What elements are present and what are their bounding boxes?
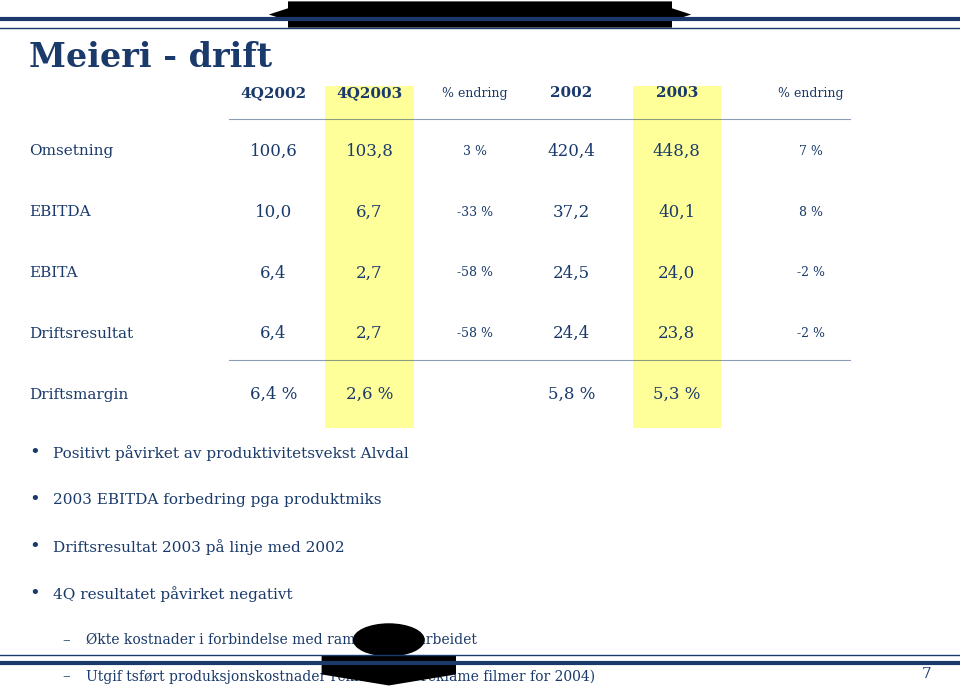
Text: 23,8: 23,8 <box>659 325 695 342</box>
Text: 6,4 %: 6,4 % <box>250 386 298 403</box>
Text: Driftsmargin: Driftsmargin <box>29 388 128 401</box>
Text: •: • <box>29 444 39 462</box>
Text: Meieri - drift: Meieri - drift <box>29 41 272 75</box>
Text: 40,1: 40,1 <box>659 204 695 220</box>
Text: EBITDA: EBITDA <box>29 205 90 219</box>
Polygon shape <box>269 1 691 28</box>
Text: –: – <box>62 634 70 647</box>
Text: 10,0: 10,0 <box>255 204 292 220</box>
Text: -2 %: -2 % <box>797 267 826 279</box>
Text: 37,2: 37,2 <box>553 204 589 220</box>
Text: 5,8 %: 5,8 % <box>547 386 595 403</box>
Text: •: • <box>29 585 39 603</box>
Text: 4Q2003: 4Q2003 <box>336 86 403 100</box>
Text: 24,0: 24,0 <box>659 265 695 281</box>
Text: 2002: 2002 <box>550 86 592 100</box>
Bar <box>325 86 414 428</box>
Text: Positivt påvirket av produktivitetsvekst Alvdal: Positivt påvirket av produktivitetsvekst… <box>53 445 409 460</box>
Text: -58 %: -58 % <box>457 328 493 340</box>
Text: 448,8: 448,8 <box>653 143 701 160</box>
Text: •: • <box>29 538 39 556</box>
Text: Økte kostnader i forbindelse med rammevilkårarbeidet: Økte kostnader i forbindelse med rammevi… <box>86 634 477 647</box>
Text: 7 %: 7 % <box>800 145 823 158</box>
Text: % endring: % endring <box>779 87 844 100</box>
Bar <box>633 86 721 428</box>
Text: •: • <box>29 491 39 509</box>
Text: % endring: % endring <box>443 87 508 100</box>
Text: Utgif tsført produksjonskostnader reklame (TV-reklame filmer for 2004): Utgif tsført produksjonskostnader reklam… <box>86 670 595 683</box>
Text: 5,3 %: 5,3 % <box>653 386 701 403</box>
Text: 6,7: 6,7 <box>356 204 383 220</box>
Text: 420,4: 420,4 <box>547 143 595 160</box>
Text: 103,8: 103,8 <box>346 143 394 160</box>
Text: Driftsresultat: Driftsresultat <box>29 327 132 341</box>
Text: 2,7: 2,7 <box>356 325 383 342</box>
Text: 2,6 %: 2,6 % <box>346 386 394 403</box>
Text: 24,4: 24,4 <box>553 325 589 342</box>
Text: 7: 7 <box>922 667 931 681</box>
Text: -58 %: -58 % <box>457 267 493 279</box>
Polygon shape <box>322 655 456 685</box>
Text: 2003 EBITDA forbedring pga produktmiks: 2003 EBITDA forbedring pga produktmiks <box>53 493 381 507</box>
Text: Omsetning: Omsetning <box>29 144 113 158</box>
Text: -2 %: -2 % <box>797 328 826 340</box>
Text: 100,6: 100,6 <box>250 143 298 160</box>
Text: 4Q resultatet påvirket negativt: 4Q resultatet påvirket negativt <box>53 586 293 601</box>
Text: 24,5: 24,5 <box>553 265 589 281</box>
Text: 2003: 2003 <box>656 86 698 100</box>
Text: EBITA: EBITA <box>29 266 78 280</box>
Text: -33 %: -33 % <box>457 206 493 218</box>
Text: 2,7: 2,7 <box>356 265 383 281</box>
Text: 4Q2002: 4Q2002 <box>241 86 306 100</box>
Text: 8 %: 8 % <box>799 206 823 218</box>
Text: Driftsresultat 2003 på linje med 2002: Driftsresultat 2003 på linje med 2002 <box>53 539 345 554</box>
Text: 6,4: 6,4 <box>260 325 287 342</box>
Text: 3 %: 3 % <box>463 145 487 158</box>
Ellipse shape <box>353 623 424 656</box>
Text: 6,4: 6,4 <box>260 265 287 281</box>
Text: –: – <box>62 670 70 683</box>
